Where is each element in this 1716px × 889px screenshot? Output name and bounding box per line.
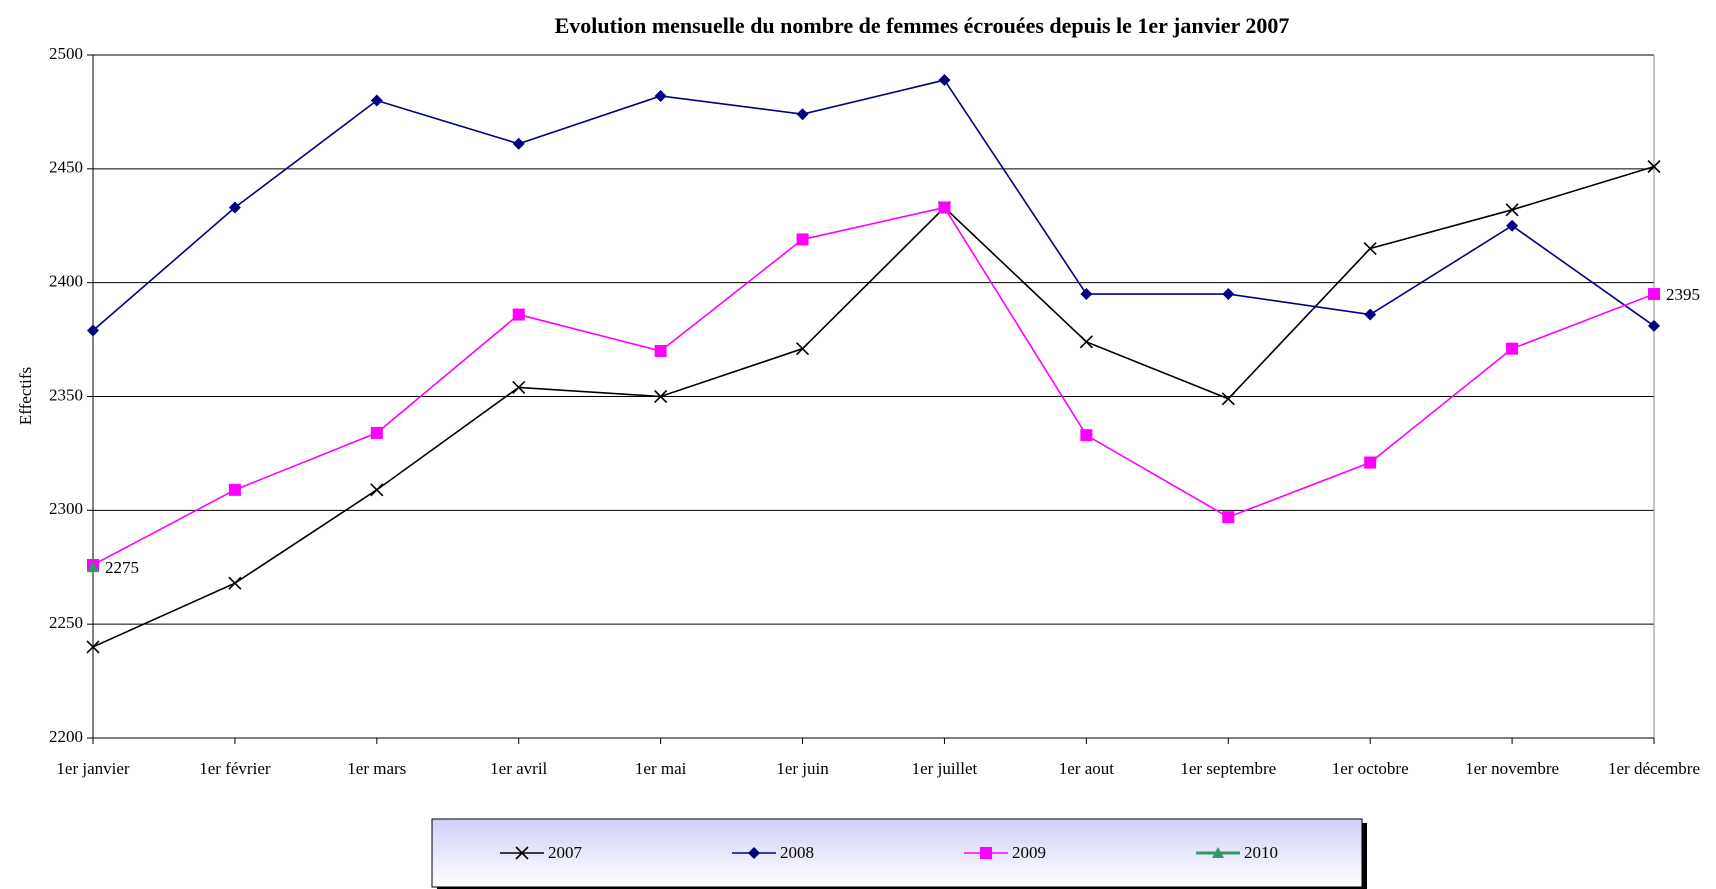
data-point [370, 94, 383, 107]
data-label: 2395 [1666, 285, 1700, 304]
y-tick-label: 2200 [49, 727, 83, 746]
data-point [938, 74, 951, 87]
data-point [1222, 288, 1235, 301]
x-tick-label: 1er juin [776, 759, 829, 778]
data-point [1364, 456, 1377, 469]
data-point [512, 137, 525, 150]
legend-label: 2009 [1012, 843, 1046, 862]
chart-title: Evolution mensuelle du nombre de femmes … [555, 13, 1290, 38]
data-point [654, 344, 667, 357]
data-point [1364, 308, 1377, 321]
x-tick-label: 1er septembre [1180, 759, 1276, 778]
x-tick-label: 1er mai [635, 759, 687, 778]
data-point [512, 380, 526, 394]
data-point [370, 483, 384, 497]
data-label: 2275 [105, 558, 139, 577]
y-tick-label: 2400 [49, 272, 83, 291]
series-line [92, 206, 1655, 566]
data-point [86, 640, 100, 654]
data-point [228, 201, 241, 214]
legend-marker [980, 847, 992, 859]
data-point [1648, 288, 1660, 301]
y-tick-label: 2500 [49, 44, 83, 63]
data-point [938, 201, 951, 214]
legend-marker [748, 847, 760, 859]
legend-label: 2007 [548, 843, 583, 862]
x-tick-label: 1er avril [490, 759, 547, 778]
data-point [87, 324, 99, 337]
x-tick-label: 1er février [199, 759, 271, 778]
data-point [1080, 429, 1093, 442]
legend-marker [515, 846, 529, 860]
series-line [92, 165, 1655, 648]
data-point [1079, 335, 1093, 349]
data-point [796, 108, 809, 121]
x-tick-label: 1er juillet [912, 759, 978, 778]
data-point [228, 576, 242, 590]
data-point [1647, 159, 1661, 174]
data-point [87, 561, 99, 573]
x-tick-label: 1er janvier [56, 759, 129, 778]
y-tick-label: 2350 [49, 385, 83, 404]
data-point [654, 389, 668, 404]
legend-label: 2010 [1244, 843, 1278, 862]
x-tick-label: 1er octobre [1332, 759, 1409, 778]
y-tick-label: 2300 [49, 499, 83, 518]
series-line [92, 79, 1655, 332]
y-tick-label: 2450 [49, 158, 83, 177]
x-tick-label: 1er aout [1059, 759, 1115, 778]
data-point [1080, 288, 1093, 301]
data-point [370, 426, 383, 439]
data-point [795, 342, 810, 356]
data-point [1363, 241, 1377, 256]
data-point [654, 89, 667, 102]
data-point [1506, 219, 1519, 232]
data-point [1648, 319, 1660, 332]
x-tick-label: 1er novembre [1465, 759, 1559, 778]
x-tick-label: 1er décembre [1608, 759, 1700, 778]
data-point [1505, 203, 1519, 217]
legend-marker [1212, 847, 1224, 858]
y-tick-label: 2250 [49, 613, 83, 632]
x-tick-label: 1er mars [347, 759, 406, 778]
data-point [512, 308, 525, 321]
data-point [796, 233, 809, 246]
data-point [1506, 342, 1519, 355]
data-point [228, 483, 241, 496]
legend-label: 2008 [780, 843, 814, 862]
y-axis-label: Effectifs [16, 367, 35, 425]
data-point [1221, 392, 1235, 406]
data-point [1222, 511, 1235, 524]
